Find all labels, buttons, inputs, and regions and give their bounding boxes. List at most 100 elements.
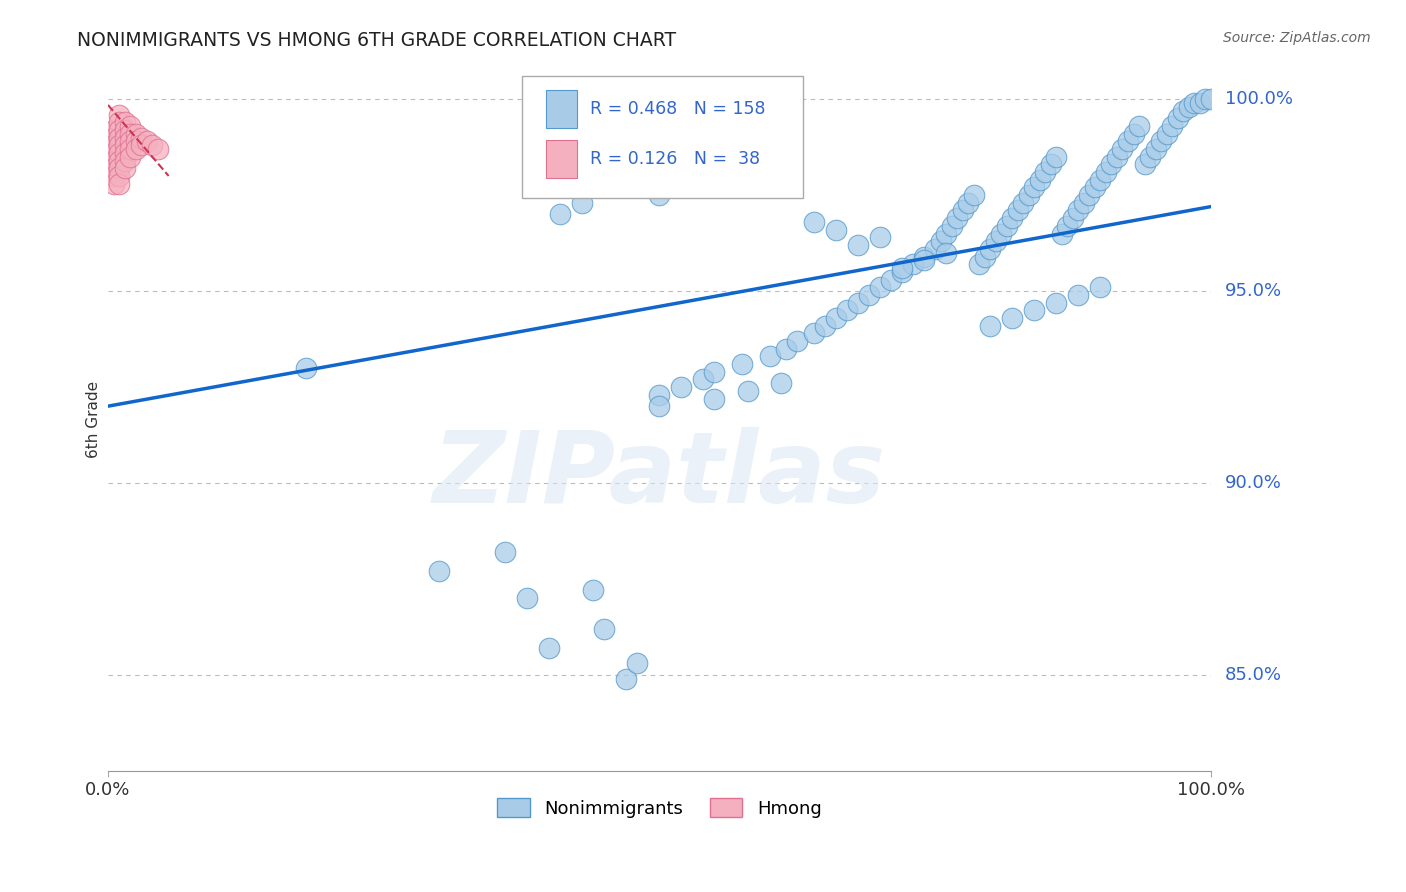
Point	[648, 387, 671, 401]
Point	[1056, 219, 1078, 233]
Point	[769, 376, 792, 391]
Text: R = 0.126   N =  38: R = 0.126 N = 38	[591, 150, 761, 168]
Point	[1073, 195, 1095, 210]
Point	[957, 195, 980, 210]
Point	[295, 360, 318, 375]
Point	[1007, 203, 1029, 218]
Point	[758, 349, 780, 363]
Point	[1012, 195, 1035, 210]
Point	[1122, 127, 1144, 141]
Point	[118, 127, 141, 141]
Point	[786, 334, 808, 348]
FancyBboxPatch shape	[546, 140, 576, 178]
Point	[703, 392, 725, 406]
Point	[1144, 142, 1167, 156]
Point	[1105, 150, 1128, 164]
Y-axis label: 6th Grade: 6th Grade	[86, 381, 101, 458]
Point	[1090, 173, 1112, 187]
Point	[1199, 92, 1222, 106]
Point	[1156, 127, 1178, 141]
Point	[1024, 180, 1046, 194]
Point	[869, 230, 891, 244]
Point	[108, 145, 131, 160]
Point	[1078, 188, 1101, 202]
Point	[1171, 103, 1194, 118]
Point	[103, 145, 125, 160]
Text: Source: ZipAtlas.com: Source: ZipAtlas.com	[1223, 31, 1371, 45]
Point	[858, 288, 880, 302]
Point	[118, 119, 141, 133]
Point	[1111, 142, 1133, 156]
Point	[103, 123, 125, 137]
Point	[114, 145, 136, 160]
Point	[824, 310, 846, 325]
Point	[1128, 119, 1150, 133]
Point	[890, 260, 912, 275]
Point	[1045, 150, 1067, 164]
Point	[1095, 165, 1118, 179]
Point	[1150, 135, 1173, 149]
Point	[846, 238, 869, 252]
FancyBboxPatch shape	[546, 90, 576, 128]
Point	[114, 138, 136, 153]
Point	[108, 169, 131, 183]
Point	[869, 280, 891, 294]
Point	[648, 188, 671, 202]
Text: ZIPatlas: ZIPatlas	[433, 427, 886, 524]
Point	[582, 583, 605, 598]
Point	[114, 115, 136, 129]
Point	[780, 157, 803, 171]
Point	[973, 250, 995, 264]
Point	[846, 295, 869, 310]
Point	[103, 169, 125, 183]
Text: 90.0%: 90.0%	[1225, 474, 1281, 491]
Point	[103, 153, 125, 168]
Point	[118, 135, 141, 149]
Point	[731, 161, 754, 176]
Point	[129, 130, 152, 145]
Point	[912, 250, 935, 264]
Point	[935, 245, 957, 260]
Text: R = 0.468   N = 158: R = 0.468 N = 158	[591, 100, 765, 118]
Point	[720, 165, 742, 179]
Point	[1067, 203, 1090, 218]
Text: 85.0%: 85.0%	[1225, 665, 1282, 684]
Point	[835, 303, 858, 318]
Point	[665, 169, 688, 183]
Point	[1133, 157, 1156, 171]
Point	[114, 123, 136, 137]
Point	[1045, 295, 1067, 310]
Point	[962, 188, 984, 202]
Point	[1182, 96, 1205, 111]
Point	[124, 142, 146, 156]
Point	[108, 161, 131, 176]
Point	[979, 242, 1001, 256]
Point	[548, 207, 571, 221]
Point	[737, 384, 759, 398]
Point	[775, 342, 797, 356]
Point	[108, 130, 131, 145]
Point	[516, 591, 538, 605]
Point	[1101, 157, 1123, 171]
Point	[593, 622, 616, 636]
Point	[146, 142, 169, 156]
Point	[967, 257, 990, 271]
Text: NONIMMIGRANTS VS HMONG 6TH GRADE CORRELATION CHART: NONIMMIGRANTS VS HMONG 6TH GRADE CORRELA…	[77, 31, 676, 50]
Point	[103, 130, 125, 145]
Point	[108, 123, 131, 137]
Point	[114, 153, 136, 168]
Point	[995, 219, 1018, 233]
Point	[1194, 92, 1216, 106]
Point	[984, 234, 1007, 248]
Point	[1001, 211, 1024, 226]
Point	[990, 227, 1012, 241]
Text: 95.0%: 95.0%	[1225, 282, 1282, 300]
Point	[571, 195, 593, 210]
Point	[935, 227, 957, 241]
Point	[124, 127, 146, 141]
Point	[979, 318, 1001, 333]
Point	[494, 545, 516, 559]
FancyBboxPatch shape	[522, 76, 803, 198]
Point	[803, 326, 825, 341]
Legend: Nonimmigrants, Hmong: Nonimmigrants, Hmong	[489, 791, 830, 825]
